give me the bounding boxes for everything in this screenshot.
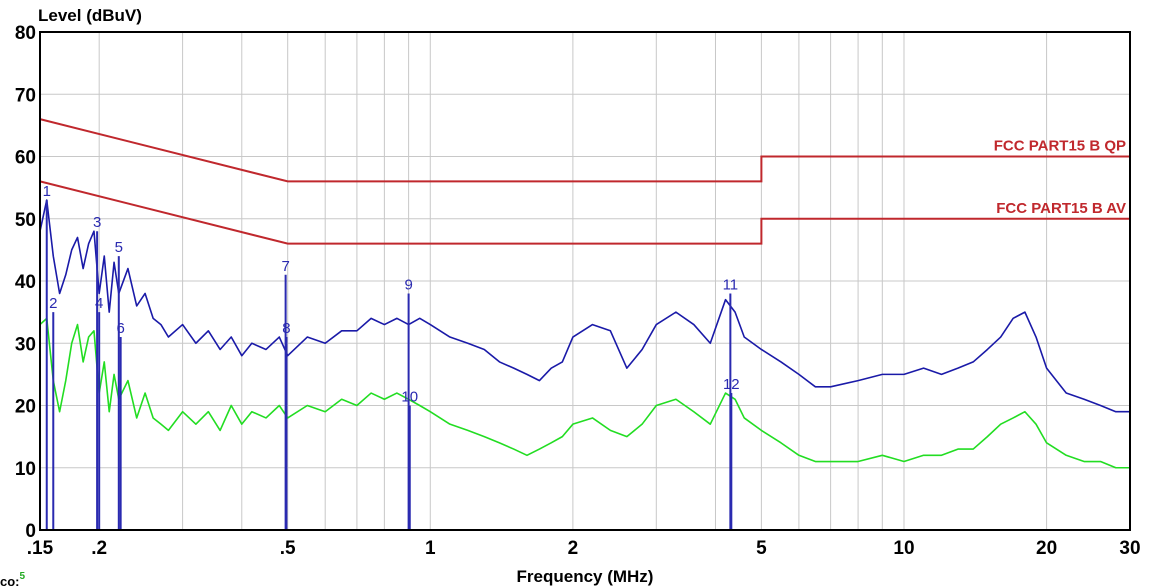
x-tick-label: .2 xyxy=(91,538,107,559)
x-axis-title: Frequency (MHz) xyxy=(517,567,654,586)
x-tick-label: .15 xyxy=(27,538,54,559)
marker-label: 3 xyxy=(93,214,101,231)
limit-label-av: FCC PART15 B AV xyxy=(996,200,1126,217)
footer-superscript: 5 xyxy=(20,571,26,582)
marker-label: 6 xyxy=(116,320,124,337)
marker-label: 2 xyxy=(49,295,57,312)
y-tick-label: 20 xyxy=(15,397,36,418)
x-tick-label: 10 xyxy=(893,538,914,559)
x-tick-label: 5 xyxy=(756,538,767,559)
limit-label-qp: FCC PART15 B QP xyxy=(994,138,1126,155)
y-tick-label: 10 xyxy=(15,459,36,480)
marker-label: 11 xyxy=(723,276,739,293)
footer-note: co:5 xyxy=(0,571,26,588)
x-tick-label: 1 xyxy=(425,538,436,559)
limit-line-av xyxy=(39,180,1130,245)
marker-label: 5 xyxy=(115,239,123,256)
y-tick-label: 60 xyxy=(15,148,36,169)
marker-label: 12 xyxy=(723,376,740,393)
marker-label: 8 xyxy=(282,320,290,337)
marker-label: 1 xyxy=(43,183,51,200)
y-tick-label: 30 xyxy=(15,334,36,355)
marker-label: 9 xyxy=(404,276,412,293)
plot-frame xyxy=(39,31,1131,531)
x-tick-label: 20 xyxy=(1036,538,1057,559)
y-tick-label: 70 xyxy=(15,85,36,106)
x-tick-label: .5 xyxy=(280,538,296,559)
marker-label: 10 xyxy=(401,389,418,406)
y-tick-label: 0 xyxy=(25,521,36,542)
y-axis-title: Level (dBuV) xyxy=(38,6,142,25)
x-tick-label: 30 xyxy=(1119,538,1140,559)
y-tick-label: 50 xyxy=(15,210,36,231)
y-tick-label: 40 xyxy=(15,272,36,293)
marker-label: 7 xyxy=(281,258,289,275)
y-tick-label: 80 xyxy=(15,23,36,44)
footer-text: co: xyxy=(0,574,20,588)
limit-lines: FCC PART15 B QP FCC PART15 B AV xyxy=(39,118,1130,245)
x-tick-label: 2 xyxy=(568,538,579,559)
marker-label: 4 xyxy=(95,295,103,312)
limit-line-qp xyxy=(39,118,1130,183)
